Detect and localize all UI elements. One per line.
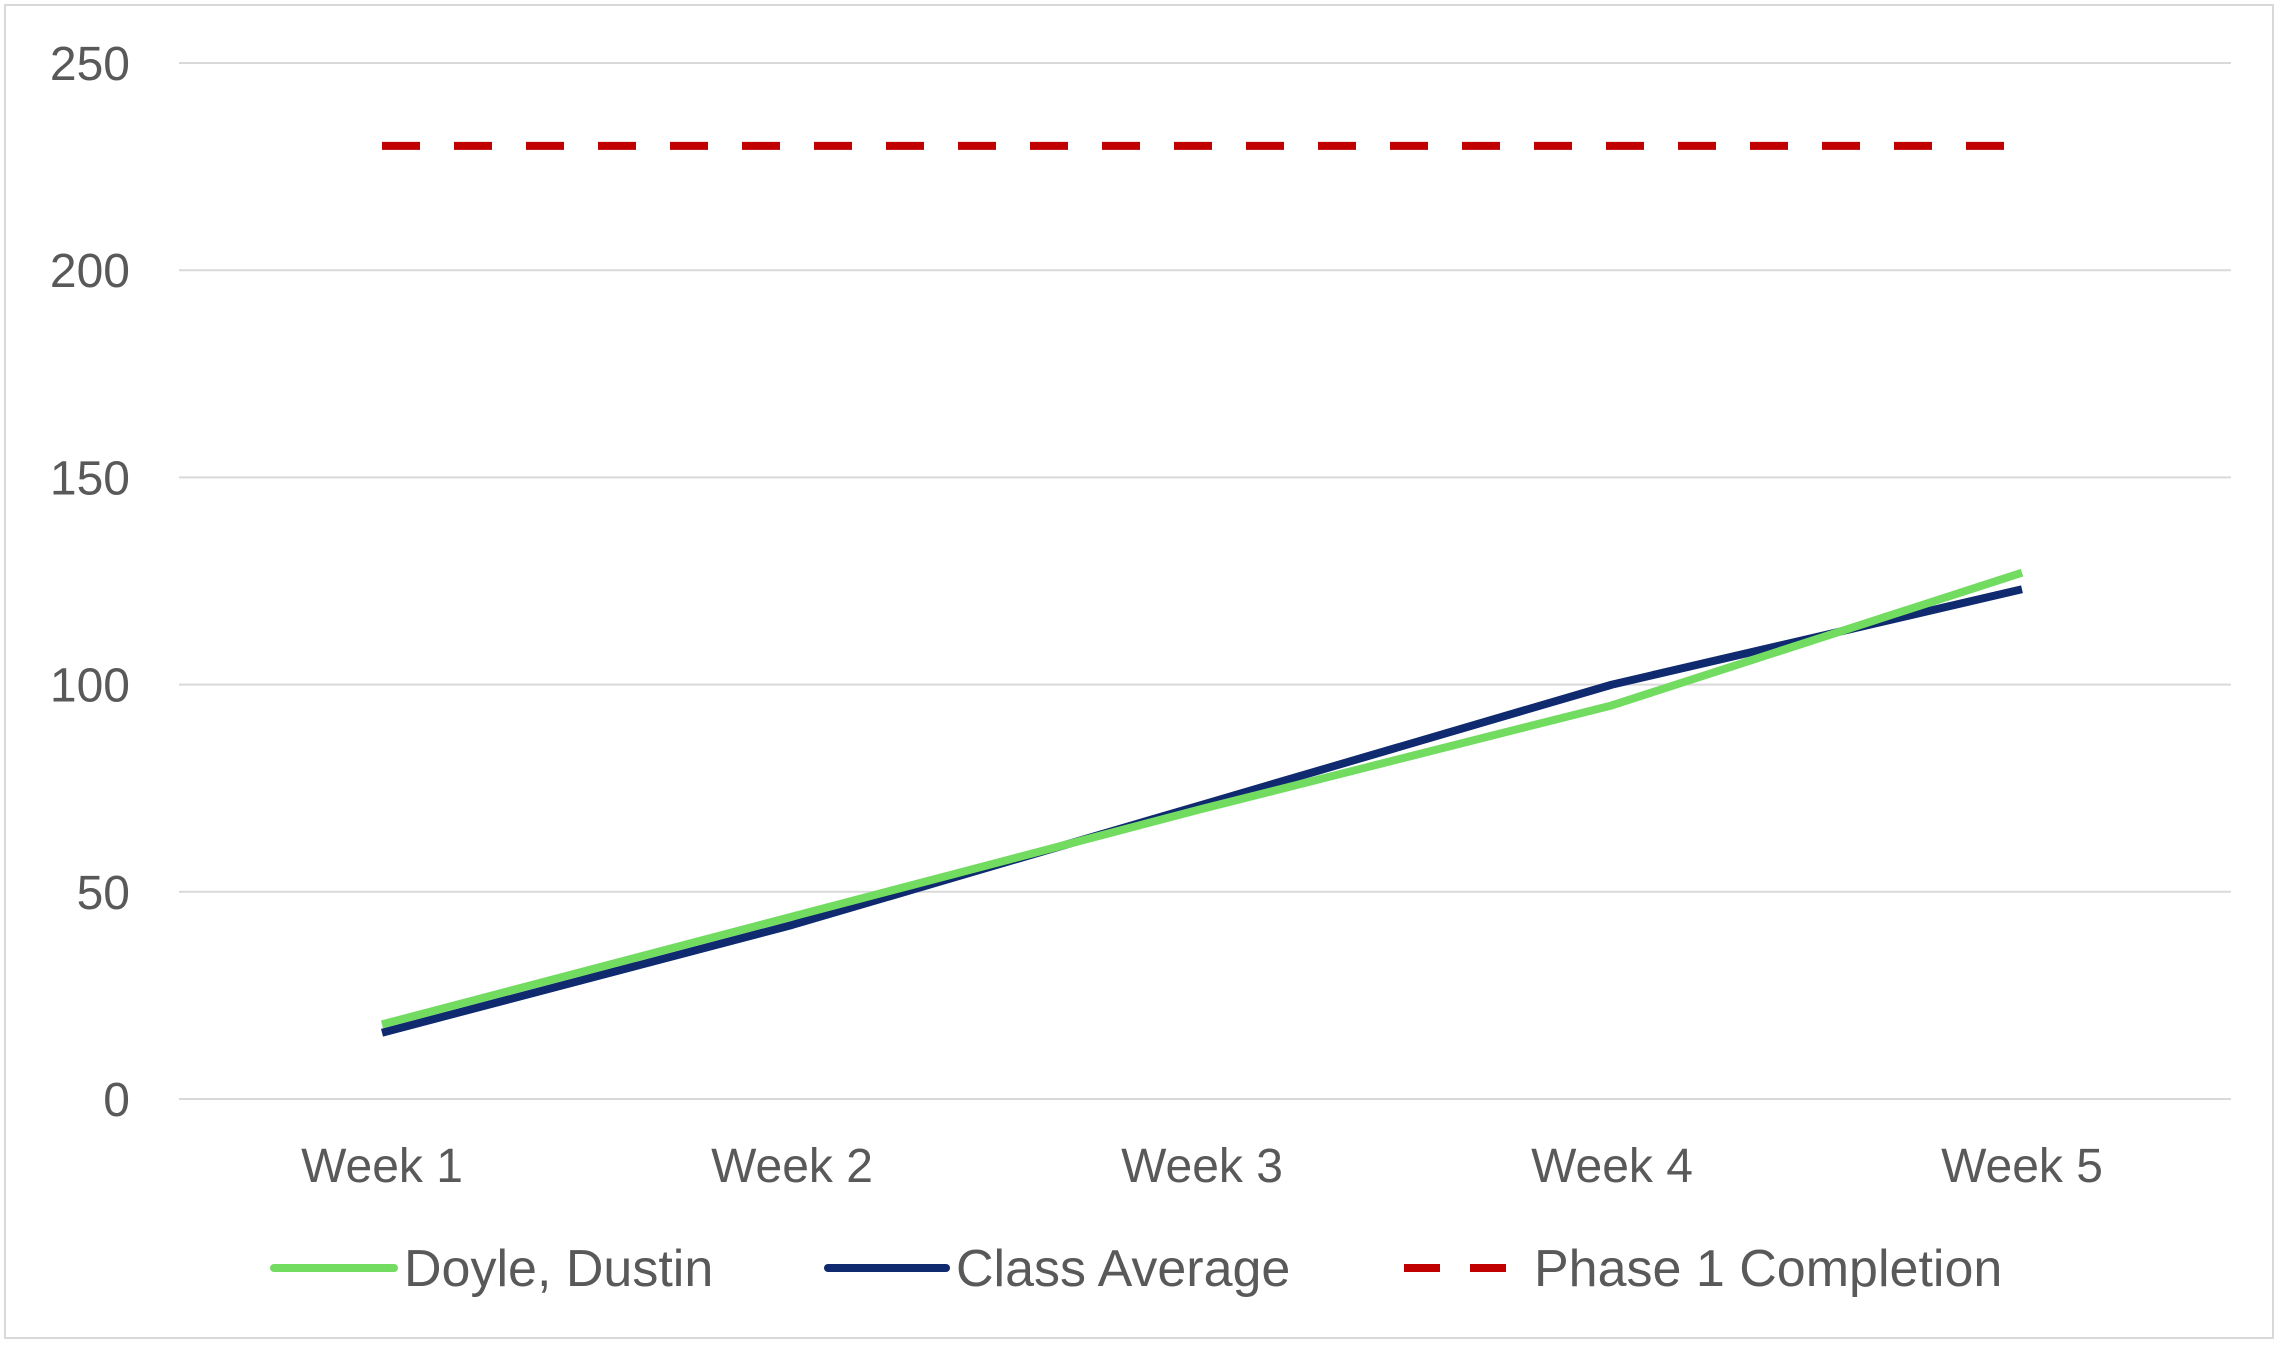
gridlines [179, 62, 2231, 1100]
line-chart: 0 50 100 150 200 250 Week 1 Week 2 Week 3 Week 4… [50, 38, 2231, 1298]
x-tick-label: Week 2 [711, 1140, 873, 1193]
legend: Doyle, Dustin Class Average Phase 1 Comple… [270, 1240, 2002, 1298]
legend-label-class-average: Class Average [956, 1240, 1290, 1298]
legend-label-phase-1-completion: Phase 1 Completion [1534, 1240, 2002, 1298]
y-tick-label: 50 [77, 867, 130, 920]
y-tick-label: 0 [103, 1074, 130, 1127]
x-tick-label: Week 4 [1531, 1140, 1693, 1193]
series-lines [380, 141, 2024, 1037]
y-tick-label: 100 [50, 660, 130, 713]
series-line-class-average [380, 585, 2023, 1037]
x-tick-label: Week 5 [1941, 1140, 2103, 1193]
y-tick-label: 200 [50, 245, 130, 298]
y-axis-tick-labels: 0 50 100 150 200 250 [50, 38, 130, 1127]
y-tick-label: 150 [50, 452, 130, 505]
x-tick-label: Week 1 [301, 1140, 463, 1193]
series-line-doyle-dustin [380, 568, 2024, 1029]
chart-frame: 0 50 100 150 200 250 Week 1 Week 2 Week 3 Week 4… [4, 4, 2274, 1339]
y-tick-label: 250 [50, 38, 130, 91]
x-tick-label: Week 3 [1121, 1140, 1283, 1193]
legend-label-doyle-dustin: Doyle, Dustin [404, 1240, 713, 1298]
x-axis-tick-labels: Week 1 Week 2 Week 3 Week 4 Week 5 [301, 1140, 2103, 1193]
